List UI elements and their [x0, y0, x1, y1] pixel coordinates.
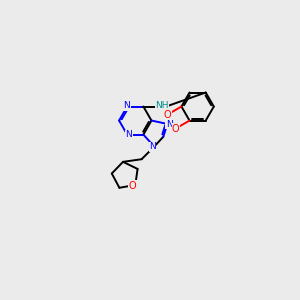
Text: O: O	[129, 181, 136, 190]
Text: NH: NH	[155, 101, 169, 110]
Text: N: N	[149, 142, 156, 152]
Text: N: N	[126, 130, 132, 139]
Text: O: O	[172, 124, 180, 134]
Text: N: N	[166, 120, 172, 129]
Text: N: N	[124, 101, 130, 110]
Text: O: O	[164, 110, 172, 120]
